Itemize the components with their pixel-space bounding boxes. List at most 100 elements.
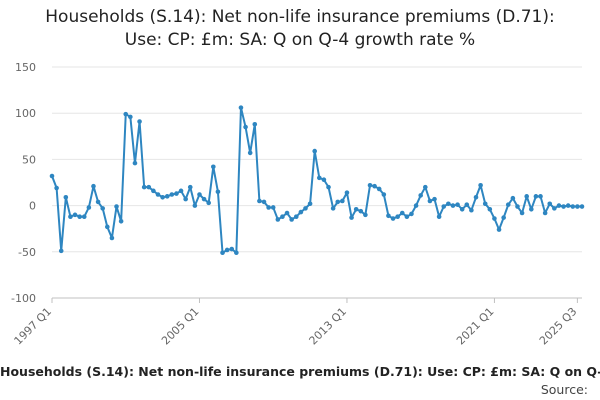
chart-title-line-2: Use: CP: £m: SA: Q on Q-4 growth rate % <box>124 30 476 50</box>
data-point <box>151 188 156 194</box>
data-point <box>353 206 359 212</box>
data-point <box>169 192 175 197</box>
data-point <box>183 196 188 202</box>
data-point <box>556 203 562 208</box>
data-point <box>118 219 124 224</box>
data-point <box>72 212 78 218</box>
x-tick-label: 2021 Q1 <box>454 305 497 348</box>
chart-title: Households (S.14): Net non-life insuranc… <box>0 6 600 52</box>
data-point <box>326 184 331 190</box>
data-point <box>446 201 451 207</box>
data-point <box>321 177 327 183</box>
data-point <box>160 194 165 200</box>
data-point <box>266 205 271 210</box>
data-point <box>505 202 511 207</box>
data-point <box>529 206 534 212</box>
data-point <box>86 205 92 210</box>
data-point <box>575 204 580 209</box>
y-tick-label: -50 <box>18 246 36 259</box>
data-point <box>317 175 322 181</box>
data-point <box>344 190 350 195</box>
data-point <box>192 203 198 208</box>
data-point <box>473 194 479 200</box>
data-point <box>409 211 414 217</box>
y-tick-label: 150 <box>15 61 36 74</box>
data-point <box>386 213 391 219</box>
data-point <box>335 199 341 205</box>
data-point <box>552 206 557 211</box>
data-point <box>252 121 258 127</box>
data-point <box>109 235 115 241</box>
data-point <box>100 206 105 211</box>
data-point <box>538 194 543 199</box>
data-point <box>381 192 387 197</box>
x-tick-label: 2013 Q1 <box>307 305 350 348</box>
data-point <box>330 206 336 211</box>
data-point <box>280 214 285 219</box>
data-point <box>224 247 230 253</box>
data-point <box>469 207 474 213</box>
data-point <box>358 208 364 214</box>
x-tick-label: 1997 Q1 <box>12 305 55 348</box>
data-point <box>395 214 400 219</box>
data-point <box>418 193 423 198</box>
data-point <box>570 204 576 209</box>
data-point <box>114 204 119 209</box>
data-point <box>206 200 211 206</box>
data-point <box>238 105 244 110</box>
data-point <box>105 224 110 230</box>
y-tick-label: -100 <box>11 292 36 305</box>
data-point <box>91 183 96 189</box>
data-point <box>436 214 442 219</box>
source-label: Source: <box>540 382 588 397</box>
data-point <box>519 210 525 216</box>
data-point <box>515 204 520 209</box>
data-point <box>441 204 447 209</box>
data-point <box>178 188 184 194</box>
data-point <box>542 210 548 216</box>
data-point <box>455 202 460 207</box>
data-point <box>487 206 493 212</box>
data-point <box>390 216 396 221</box>
data-point <box>367 182 373 188</box>
data-point <box>174 191 179 196</box>
data-point <box>77 214 82 219</box>
data-point <box>289 217 294 222</box>
data-point <box>501 215 506 220</box>
data-point <box>137 119 142 124</box>
data-point <box>54 185 59 191</box>
data-point <box>298 209 304 215</box>
data-point <box>211 164 216 170</box>
data-point <box>58 248 64 254</box>
data-point <box>220 250 225 256</box>
data-point <box>270 205 276 210</box>
data-point <box>432 196 437 202</box>
data-point <box>187 184 193 190</box>
data-point <box>450 203 456 208</box>
data-point <box>423 184 428 190</box>
data-point <box>303 206 308 211</box>
data-point <box>547 201 553 207</box>
data-point <box>229 246 235 252</box>
data-point <box>496 227 502 232</box>
data-point <box>275 217 281 222</box>
data-point <box>533 194 539 199</box>
data-point <box>164 194 170 199</box>
data-point <box>284 210 290 216</box>
data-point <box>404 214 410 219</box>
data-point <box>95 199 101 205</box>
data-point <box>565 203 571 208</box>
series-caption: Households (S.14): Net non-life insuranc… <box>0 364 600 379</box>
data-point <box>63 194 69 200</box>
data-point <box>247 150 253 156</box>
data-point <box>478 182 483 188</box>
data-point <box>128 114 133 120</box>
data-point <box>155 192 161 197</box>
data-point <box>123 111 129 117</box>
data-point <box>141 184 147 190</box>
data-point <box>49 173 55 179</box>
data-point <box>561 204 566 209</box>
data-point <box>81 214 87 219</box>
data-point <box>68 214 73 219</box>
data-point <box>197 192 202 197</box>
